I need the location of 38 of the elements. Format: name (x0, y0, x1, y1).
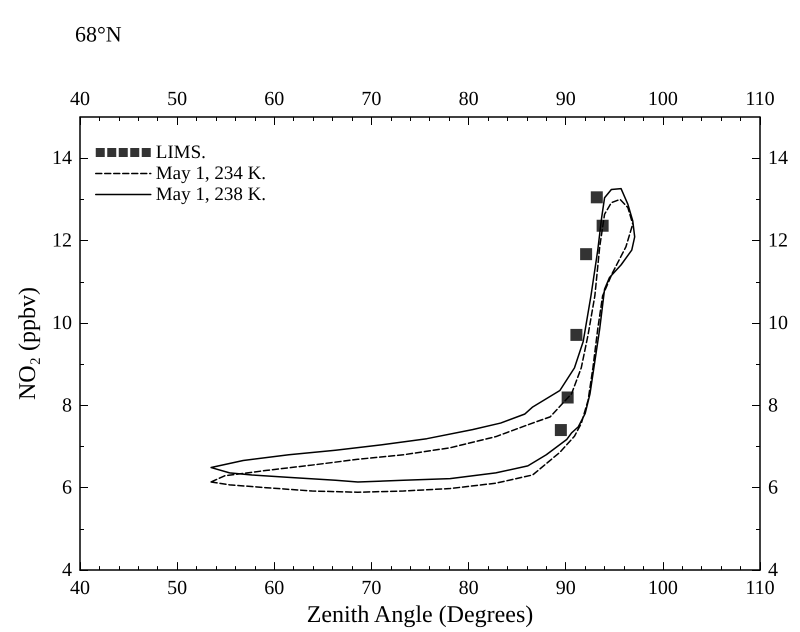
y2-tick-label: 6 (768, 476, 778, 499)
x-tick-label: 50 (167, 577, 188, 600)
y-tick-label: 8 (62, 394, 72, 416)
x2-tick-label: 40 (70, 88, 90, 110)
point (596, 220, 609, 232)
x2-tick-label: 100 (648, 88, 678, 110)
y2-tick-label: 12 (768, 230, 788, 252)
x-axis-title: Zenith Angle (Degrees) (306, 602, 534, 628)
x-tick-label: 70 (361, 577, 382, 600)
point (562, 392, 574, 404)
x2-tick-label: 80 (458, 88, 479, 110)
y-tick-label: 10 (52, 312, 72, 334)
y-tick-label: 14 (52, 147, 72, 170)
x2-tick-label: 70 (361, 88, 382, 110)
point (554, 424, 567, 436)
legend-label: LIMS. (156, 142, 206, 163)
point (580, 248, 592, 260)
y-tick-label: 4 (62, 559, 72, 582)
y-tick-label: 12 (52, 230, 72, 252)
y-axis-title: NO₂ (ppbv) (15, 287, 41, 400)
x-tick-label: 90 (556, 577, 576, 600)
x-tick-label: 40 (70, 577, 90, 600)
y2-tick-label: 8 (768, 394, 778, 416)
x-tick-label: 60 (264, 577, 284, 600)
x2-tick-label: 50 (167, 88, 188, 110)
legend-label: May 1, 238 K. (156, 184, 266, 205)
y2-tick-label: 10 (768, 312, 788, 334)
point (590, 191, 603, 204)
y-tick-label: 6 (62, 476, 72, 499)
point (570, 328, 582, 341)
x-tick-label: 80 (458, 577, 479, 600)
x2-tick-label: 60 (264, 88, 284, 110)
chart-title: 68°N (75, 22, 122, 46)
y2-tick-label: 14 (768, 147, 788, 170)
legend-label: May 1, 234 K. (156, 163, 266, 184)
x2-tick-label: 110 (745, 88, 775, 110)
x-tick-label: 100 (648, 577, 678, 600)
x2-tick-label: 90 (556, 88, 576, 110)
